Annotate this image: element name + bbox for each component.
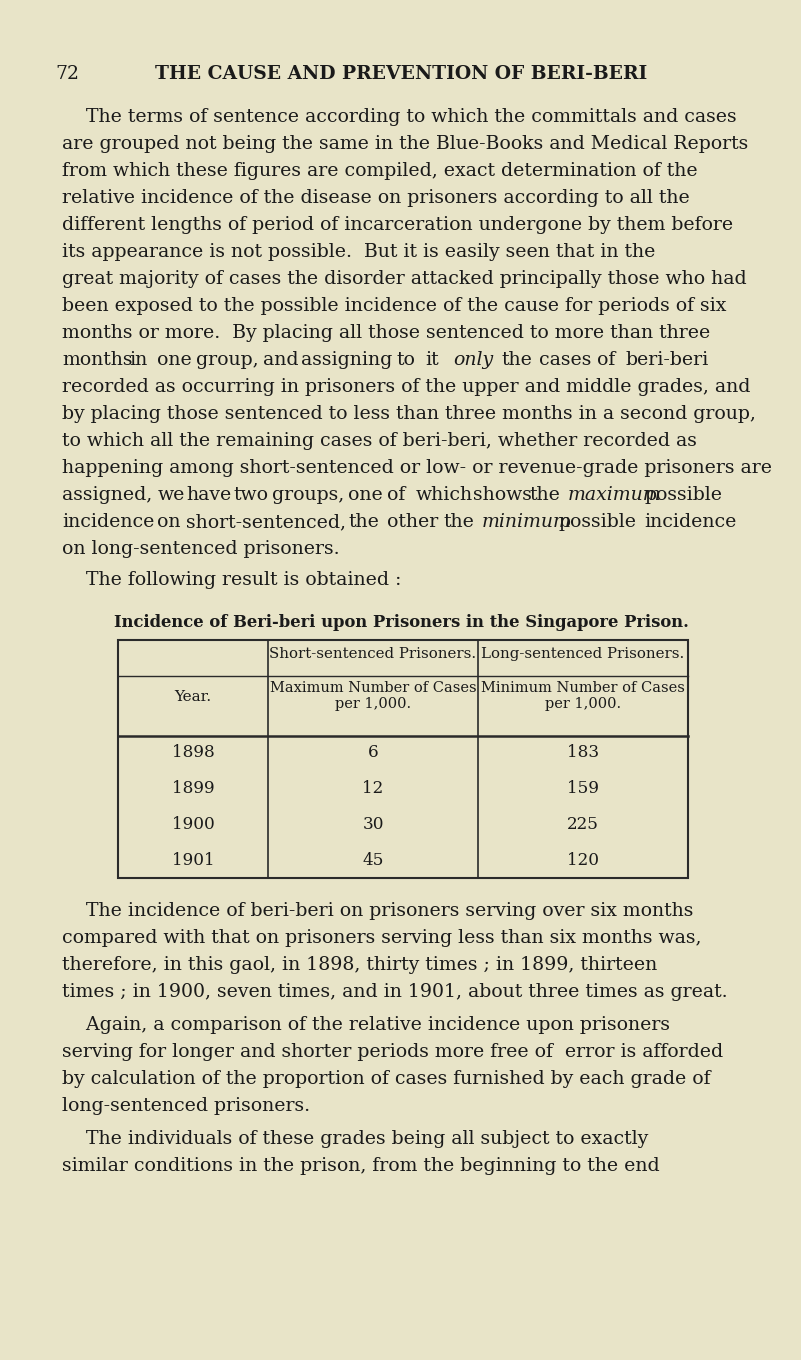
Text: from which these figures are compiled, exact determination of the: from which these figures are compiled, e…	[62, 162, 703, 180]
Text: of: of	[387, 486, 405, 505]
Text: group,: group,	[195, 351, 258, 369]
Text: Incidence of Beri-beri upon Prisoners in the Singapore Prison.: Incidence of Beri-beri upon Prisoners in…	[114, 613, 688, 631]
Text: we: we	[158, 486, 185, 505]
Text: the: the	[530, 486, 561, 505]
Text: The incidence of beri-beri on prisoners serving over six months: The incidence of beri-beri on prisoners …	[62, 902, 699, 919]
Text: 45: 45	[362, 851, 384, 869]
Text: months: months	[62, 351, 132, 369]
Text: The individuals of these grades being all subject to exactly: The individuals of these grades being al…	[62, 1130, 654, 1148]
Text: incidence: incidence	[645, 513, 737, 530]
Text: Again, a comparison of the relative incidence upon prisoners: Again, a comparison of the relative inci…	[62, 1016, 676, 1034]
Text: Year.: Year.	[175, 690, 211, 704]
Text: shows: shows	[473, 486, 532, 505]
Text: serving for longer and shorter periods more free of  error is afforded: serving for longer and shorter periods m…	[62, 1043, 729, 1061]
Text: one: one	[158, 351, 192, 369]
Text: recorded as occurring in prisoners of the upper and middle grades, and: recorded as occurring in prisoners of th…	[62, 378, 756, 396]
Text: Minimum Number of Cases
per 1,000.: Minimum Number of Cases per 1,000.	[481, 681, 685, 711]
Text: 1901: 1901	[171, 851, 215, 869]
Text: compared with that on prisoners serving less than six months was,: compared with that on prisoners serving …	[62, 929, 707, 947]
Text: which: which	[416, 486, 473, 505]
Text: only: only	[453, 351, 493, 369]
Text: different lengths of period of incarceration undergone by them before: different lengths of period of incarcera…	[62, 216, 739, 234]
Text: The following result is obtained :: The following result is obtained :	[62, 571, 401, 589]
Text: have: have	[186, 486, 231, 505]
Text: possible: possible	[645, 486, 723, 505]
Text: short-sentenced,: short-sentenced,	[186, 513, 346, 530]
Text: its appearance is not possible.  But it is easily seen that in the: its appearance is not possible. But it i…	[62, 243, 662, 261]
Text: assigned,: assigned,	[62, 486, 152, 505]
Text: 225: 225	[567, 816, 599, 832]
Text: it: it	[425, 351, 438, 369]
Text: on: on	[158, 513, 181, 530]
Text: to which all the remaining cases of beri-beri, whether recorded as: to which all the remaining cases of beri…	[62, 432, 702, 450]
Text: to: to	[396, 351, 415, 369]
Text: happening among short-sentenced or low- or revenue-grade prisoners are: happening among short-sentenced or low- …	[62, 460, 778, 477]
Text: 120: 120	[567, 851, 599, 869]
Text: one: one	[348, 486, 383, 505]
Text: cases: cases	[539, 351, 592, 369]
Text: great majority of cases the disorder attacked principally those who had: great majority of cases the disorder att…	[62, 271, 747, 288]
Text: relative incidence of the disease on prisoners according to all the: relative incidence of the disease on pri…	[62, 189, 696, 207]
Text: 72: 72	[55, 65, 79, 83]
Text: in: in	[129, 351, 147, 369]
Text: 6: 6	[368, 744, 378, 762]
Text: 12: 12	[362, 781, 384, 797]
Text: and: and	[263, 351, 298, 369]
Text: Maximum Number of Cases
per 1,000.: Maximum Number of Cases per 1,000.	[270, 681, 477, 711]
Text: 183: 183	[567, 744, 599, 762]
Text: possible: possible	[558, 513, 637, 530]
Text: are grouped not being the same in the Blue-Books and Medical Reports: are grouped not being the same in the Bl…	[62, 135, 755, 154]
Text: times ; in 1900, seven times, and in 1901, about three times as great.: times ; in 1900, seven times, and in 190…	[62, 983, 727, 1001]
Text: long-sentenced prisoners.: long-sentenced prisoners.	[62, 1098, 310, 1115]
Text: maximum: maximum	[568, 486, 662, 505]
Text: The terms of sentence according to which the committals and cases: The terms of sentence according to which…	[62, 107, 743, 126]
Text: minimum: minimum	[482, 513, 572, 530]
Text: incidence: incidence	[62, 513, 155, 530]
Text: the: the	[444, 513, 475, 530]
Text: the: the	[348, 513, 380, 530]
Text: assigning: assigning	[300, 351, 392, 369]
Text: 1899: 1899	[171, 781, 215, 797]
Text: 1900: 1900	[171, 816, 215, 832]
Text: by placing those sentenced to less than three months in a second group,: by placing those sentenced to less than …	[62, 405, 756, 423]
Text: on long-sentenced prisoners.: on long-sentenced prisoners.	[62, 540, 340, 558]
Text: two: two	[234, 486, 269, 505]
Text: Long-sentenced Prisoners.: Long-sentenced Prisoners.	[481, 647, 685, 661]
Text: similar conditions in the prison, from the beginning to the end: similar conditions in the prison, from t…	[62, 1157, 660, 1175]
Text: therefore, in this gaol, in 1898, thirty times ; in 1899, thirteen: therefore, in this gaol, in 1898, thirty…	[62, 956, 663, 974]
Text: 159: 159	[567, 781, 599, 797]
Text: by calculation of the proportion of cases furnished by each grade of: by calculation of the proportion of case…	[62, 1070, 717, 1088]
Text: Short-sentenced Prisoners.: Short-sentenced Prisoners.	[269, 647, 477, 661]
Text: other: other	[387, 513, 438, 530]
Text: THE CAUSE AND PREVENTION OF BERI-BERI: THE CAUSE AND PREVENTION OF BERI-BERI	[155, 65, 647, 83]
Text: 30: 30	[362, 816, 384, 832]
Bar	[118, 641, 688, 879]
Text: been exposed to the possible incidence of the cause for periods of six: been exposed to the possible incidence o…	[62, 296, 732, 316]
Text: of: of	[597, 351, 615, 369]
Text: months or more.  By placing all those sentenced to more than three: months or more. By placing all those sen…	[62, 324, 716, 341]
Text: groups,: groups,	[272, 486, 344, 505]
Text: 1898: 1898	[171, 744, 215, 762]
Text: the: the	[501, 351, 532, 369]
Text: beri-beri: beri-beri	[626, 351, 709, 369]
